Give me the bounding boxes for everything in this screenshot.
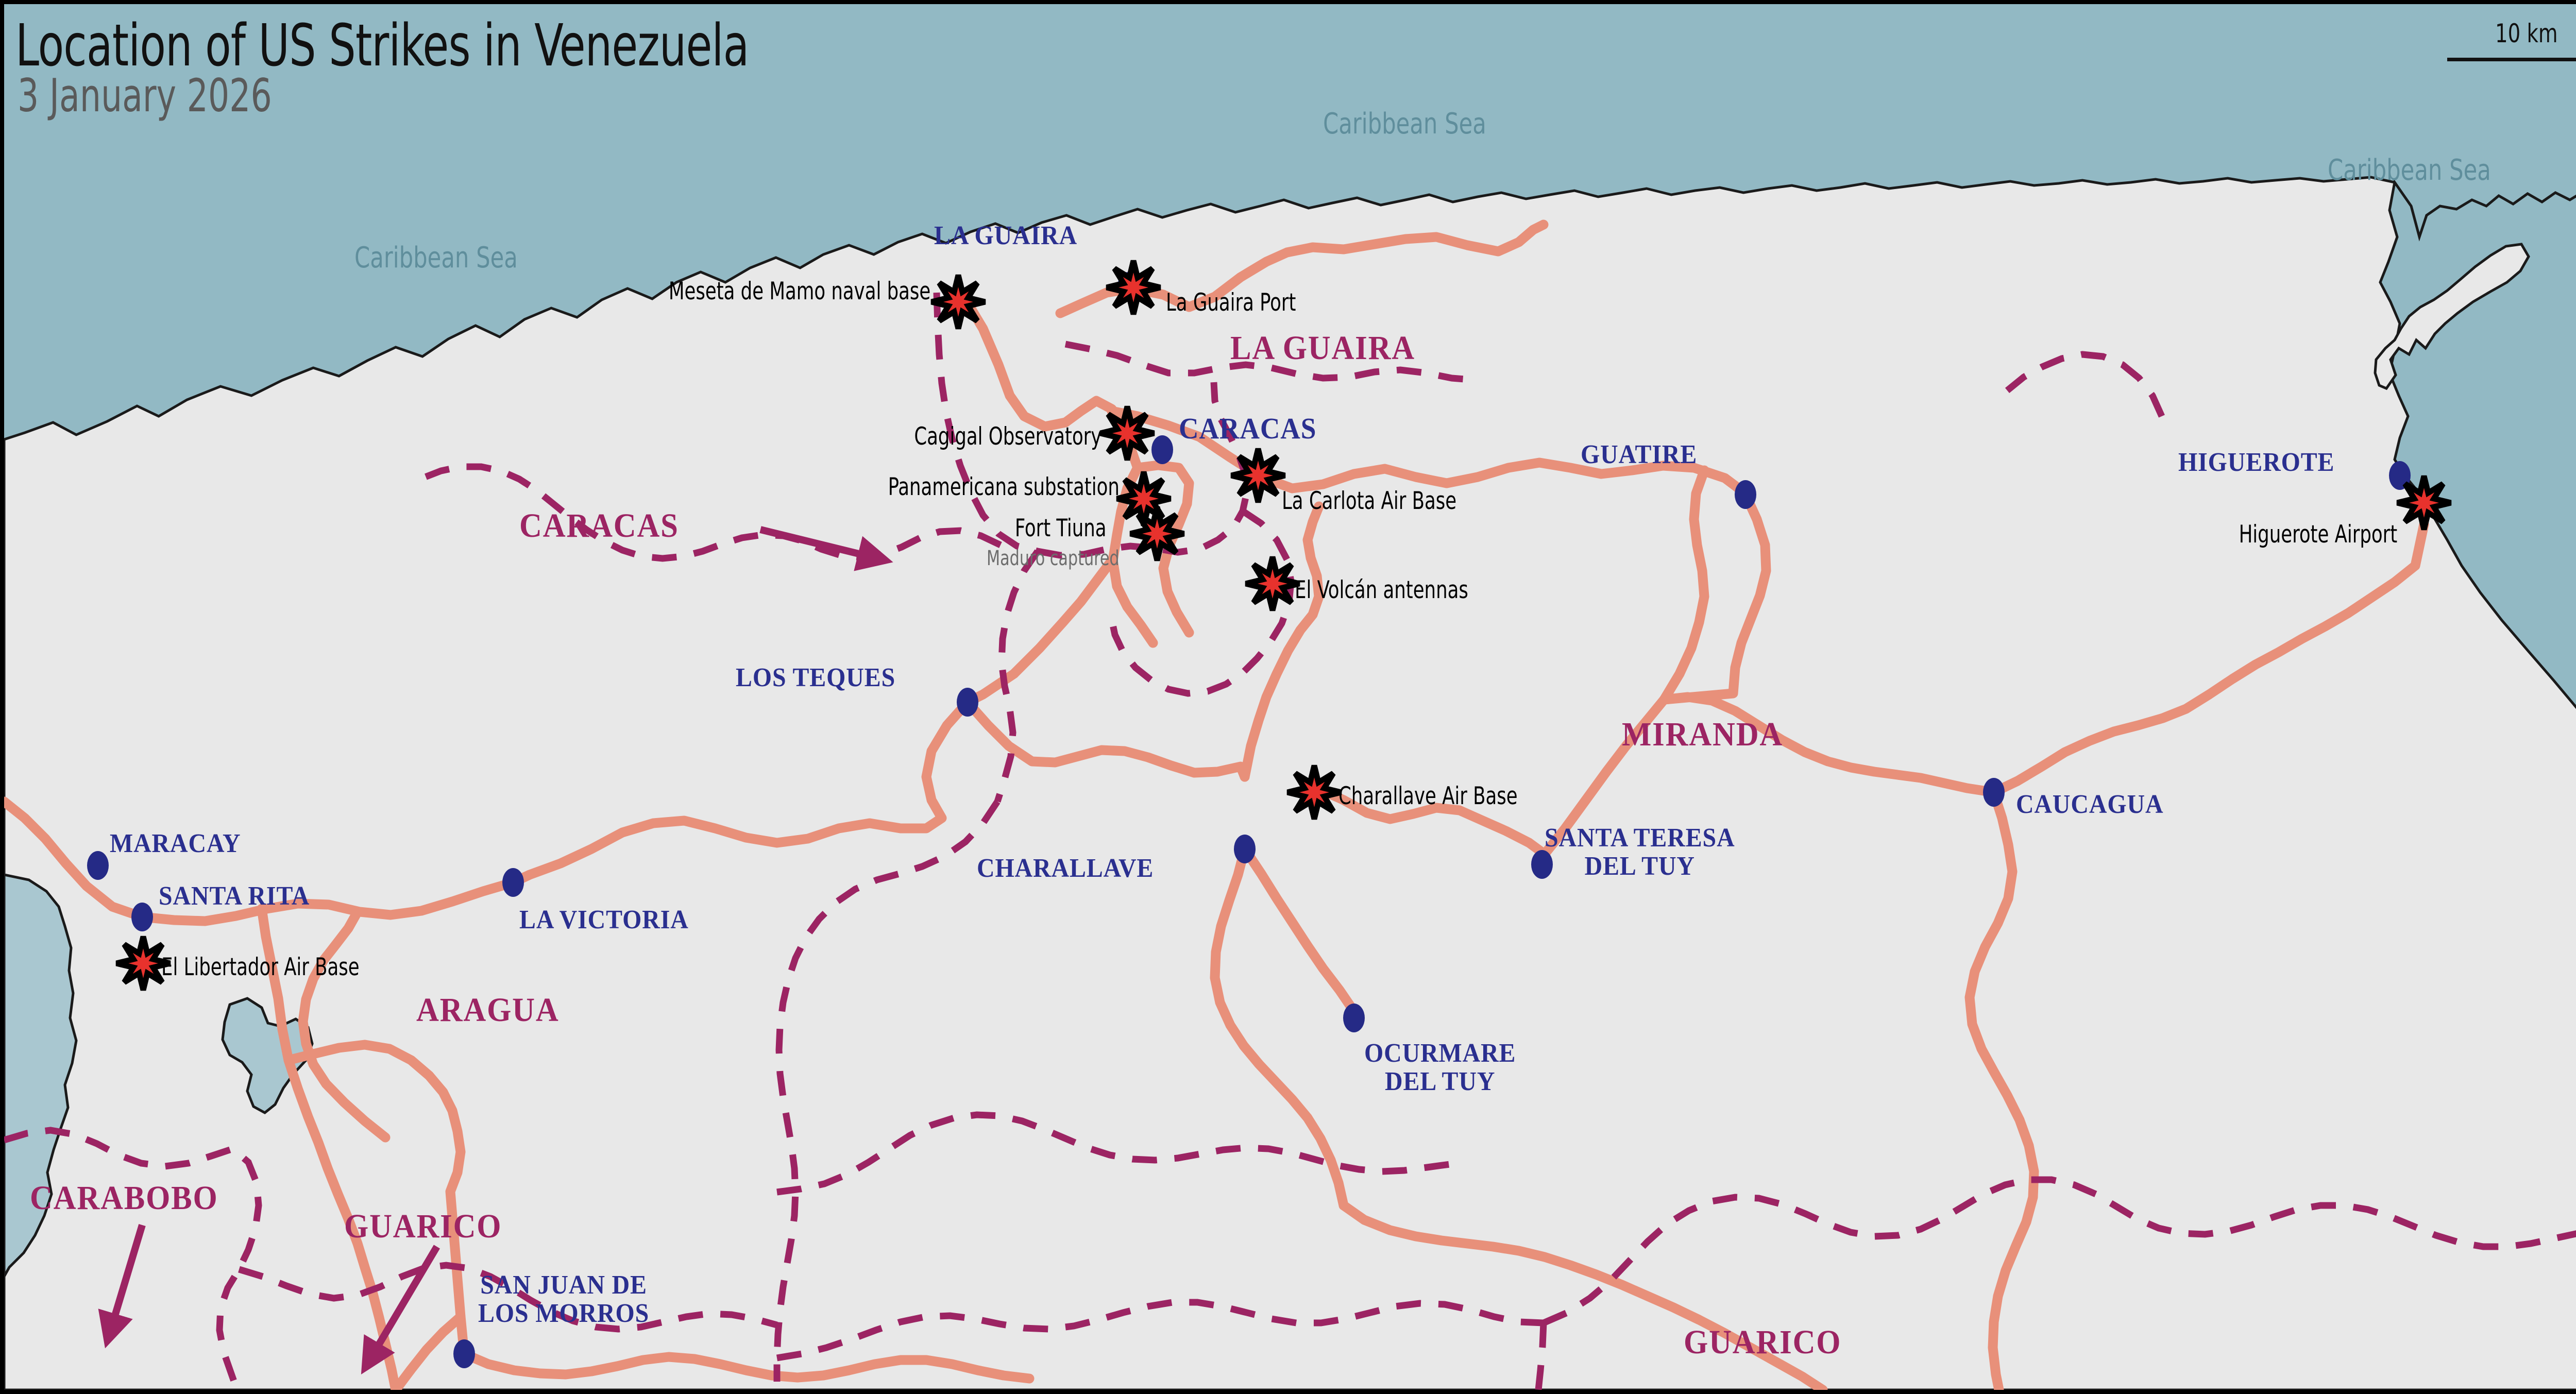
strike-marker-layer — [115, 260, 2452, 991]
road-network — [4, 219, 2429, 1390]
strike-star-marker — [1245, 556, 1300, 611]
city-dot — [1531, 850, 1553, 879]
map-canvas: Caribbean Sea Caribbean Sea Caribbean Sea L… — [4, 4, 2576, 1390]
city-dot — [957, 688, 978, 717]
small-lake — [221, 997, 314, 1114]
state-borders — [4, 292, 2576, 1390]
scale-bar-line — [2447, 58, 2576, 61]
strike-star-marker — [930, 274, 986, 330]
strike-star-marker — [2396, 475, 2452, 531]
geography-layer — [4, 4, 2576, 1390]
city-dot — [1343, 1004, 1365, 1032]
city-dot — [1234, 835, 1256, 863]
strike-star-marker — [115, 936, 171, 991]
city-dot — [502, 868, 524, 897]
city-dot — [131, 903, 153, 931]
state-label-arrows — [98, 526, 893, 1375]
strike-star-marker — [1286, 764, 1342, 820]
strike-star-marker — [1230, 448, 1286, 503]
higuerote-peninsula — [2374, 243, 2530, 390]
strike-star-marker — [1106, 260, 1161, 315]
city-dot — [1983, 778, 2005, 807]
strike-star-marker — [1099, 405, 1155, 461]
landmass — [4, 176, 2576, 1390]
city-dot — [1151, 435, 1173, 464]
strike-star-marker — [1129, 506, 1185, 562]
city-dot — [1735, 480, 1756, 509]
city-dot — [87, 851, 109, 880]
lake-valencia — [4, 873, 78, 1280]
city-dot — [453, 1339, 475, 1368]
